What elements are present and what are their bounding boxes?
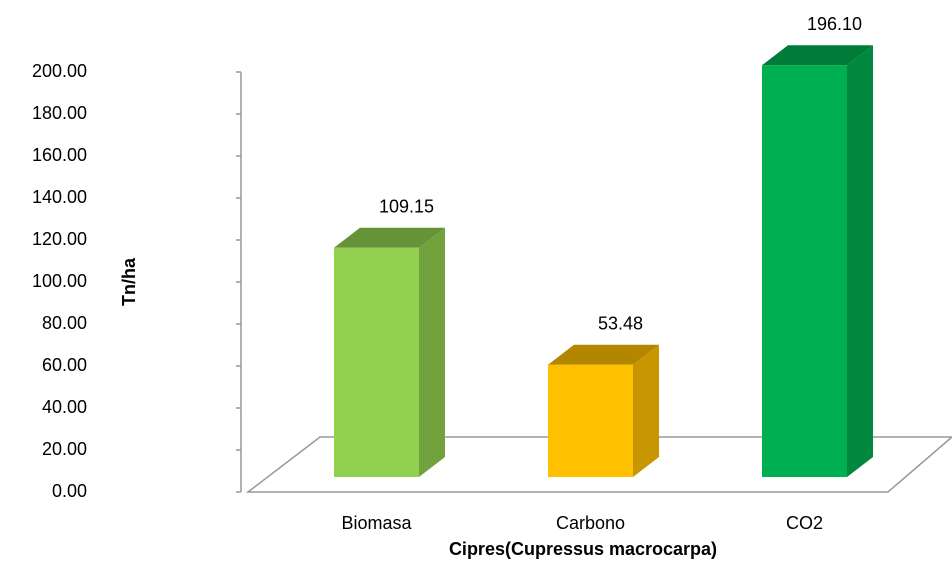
y-tick-label: 40.00: [42, 397, 87, 417]
floor: [245, 436, 952, 493]
y-tick-label: 100.00: [32, 271, 87, 291]
bar-side: [419, 227, 445, 477]
value-label: 109.15: [379, 197, 434, 217]
bar: [334, 247, 419, 477]
y-tick-label: 200.00: [32, 61, 87, 81]
bar-top: [548, 344, 659, 365]
x-tick-label: Biomasa: [341, 513, 412, 533]
bar-side: [633, 344, 659, 477]
y-axis-label: Tn/ha: [119, 257, 139, 306]
y-tick-label: 120.00: [32, 229, 87, 249]
y-tick-label: 80.00: [42, 313, 87, 333]
value-label: 196.10: [807, 14, 862, 34]
bar: [548, 364, 633, 477]
y-tick-label: 20.00: [42, 439, 87, 459]
value-label: 53.48: [598, 313, 643, 333]
y-tick-label: 60.00: [42, 355, 87, 375]
y-tick-label: 0.00: [52, 481, 87, 501]
x-tick-label: CO2: [786, 513, 823, 533]
y-tick-label: 160.00: [32, 145, 87, 165]
y-tick-label: 140.00: [32, 187, 87, 207]
bar-top: [762, 45, 873, 66]
x-axis-label: Cipres(Cupressus macrocarpa): [449, 539, 717, 559]
y-tick-label: 180.00: [32, 103, 87, 123]
bar-top: [334, 227, 445, 248]
x-tick-label: Carbono: [556, 513, 625, 533]
bar: [762, 65, 847, 477]
bar-side: [847, 45, 873, 477]
